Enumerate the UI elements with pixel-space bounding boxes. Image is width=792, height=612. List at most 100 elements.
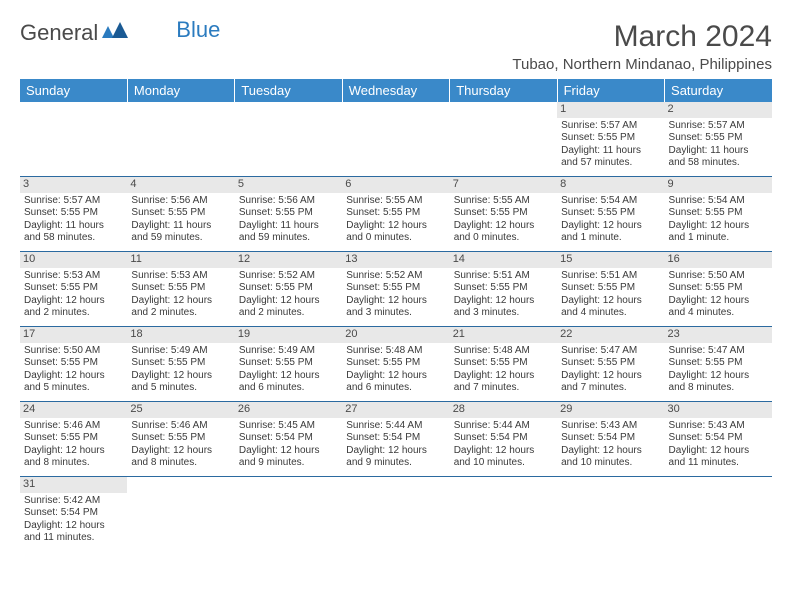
sun-data-line: Sunset: 5:55 PM — [24, 357, 123, 370]
calendar-day-cell: 10Sunrise: 5:53 AMSunset: 5:55 PMDayligh… — [20, 252, 127, 327]
sun-data-line: Sunrise: 5:42 AM — [24, 495, 123, 508]
sun-data-line: Sunset: 5:55 PM — [239, 282, 338, 295]
sun-data-line: Sunset: 5:55 PM — [669, 357, 768, 370]
day-number: 23 — [665, 327, 772, 343]
sun-data-line: Daylight: 11 hours — [239, 220, 338, 233]
day-of-week-header: Thursday — [450, 79, 557, 102]
sun-data-line: Sunset: 5:55 PM — [561, 357, 660, 370]
calendar-day-cell: 13Sunrise: 5:52 AMSunset: 5:55 PMDayligh… — [342, 252, 449, 327]
sun-data-line: Sunrise: 5:51 AM — [454, 270, 553, 283]
calendar-week-row: 1Sunrise: 5:57 AMSunset: 5:55 PMDaylight… — [20, 102, 772, 177]
sun-data-line: and 0 minutes. — [346, 232, 445, 245]
sun-data-line: Sunrise: 5:55 AM — [454, 195, 553, 208]
sun-data-line: Daylight: 12 hours — [131, 445, 230, 458]
calendar-day-cell: 20Sunrise: 5:48 AMSunset: 5:55 PMDayligh… — [342, 327, 449, 402]
calendar-day-cell — [235, 102, 342, 177]
calendar-day-cell — [665, 477, 772, 552]
day-number: 16 — [665, 252, 772, 268]
sun-data-line: Daylight: 12 hours — [239, 295, 338, 308]
sun-data-line: Daylight: 12 hours — [454, 445, 553, 458]
calendar-day-cell: 2Sunrise: 5:57 AMSunset: 5:55 PMDaylight… — [665, 102, 772, 177]
sun-data-line: and 8 minutes. — [131, 457, 230, 470]
sun-data-line: and 58 minutes. — [669, 157, 768, 170]
day-number: 15 — [557, 252, 664, 268]
calendar-day-cell: 18Sunrise: 5:49 AMSunset: 5:55 PMDayligh… — [127, 327, 234, 402]
sun-data-line: Sunrise: 5:56 AM — [131, 195, 230, 208]
calendar-table: SundayMondayTuesdayWednesdayThursdayFrid… — [20, 79, 772, 551]
sun-data-line: and 10 minutes. — [561, 457, 660, 470]
day-number: 10 — [20, 252, 127, 268]
sun-data-line: Daylight: 12 hours — [24, 520, 123, 533]
day-number: 3 — [20, 177, 127, 193]
day-number: 11 — [127, 252, 234, 268]
sun-data-line: Sunset: 5:55 PM — [24, 432, 123, 445]
day-number: 22 — [557, 327, 664, 343]
calendar-day-cell — [127, 102, 234, 177]
calendar-day-cell: 26Sunrise: 5:45 AMSunset: 5:54 PMDayligh… — [235, 402, 342, 477]
sun-data-line: Sunset: 5:55 PM — [669, 282, 768, 295]
calendar-day-cell: 28Sunrise: 5:44 AMSunset: 5:54 PMDayligh… — [450, 402, 557, 477]
sun-data-line: Sunrise: 5:43 AM — [669, 420, 768, 433]
calendar-week-row: 31Sunrise: 5:42 AMSunset: 5:54 PMDayligh… — [20, 477, 772, 552]
calendar-day-cell — [20, 102, 127, 177]
sun-data-line: Daylight: 12 hours — [561, 220, 660, 233]
logo-text-general: General — [20, 20, 98, 46]
sun-data-line: Sunrise: 5:48 AM — [454, 345, 553, 358]
sun-data-line: Daylight: 12 hours — [669, 445, 768, 458]
sun-data-line: and 3 minutes. — [346, 307, 445, 320]
sun-data-line: Daylight: 12 hours — [454, 370, 553, 383]
sun-data-line: Sunset: 5:55 PM — [454, 357, 553, 370]
day-number: 4 — [127, 177, 234, 193]
sun-data-line: Daylight: 12 hours — [239, 445, 338, 458]
day-number: 26 — [235, 402, 342, 418]
day-of-week-header: Monday — [127, 79, 234, 102]
title-block: March 2024 Tubao, Northern Mindanao, Phi… — [512, 20, 772, 73]
sun-data-line: Sunrise: 5:53 AM — [131, 270, 230, 283]
day-number: 18 — [127, 327, 234, 343]
day-of-week-header: Friday — [557, 79, 664, 102]
sun-data-line: Sunrise: 5:54 AM — [669, 195, 768, 208]
sun-data-line: Daylight: 12 hours — [346, 295, 445, 308]
sun-data-line: and 5 minutes. — [131, 382, 230, 395]
sun-data-line: Sunset: 5:55 PM — [131, 432, 230, 445]
sun-data-line: Sunset: 5:55 PM — [24, 282, 123, 295]
sun-data-line: Daylight: 12 hours — [131, 295, 230, 308]
sun-data-line: and 4 minutes. — [561, 307, 660, 320]
calendar-day-cell — [450, 477, 557, 552]
sun-data-line: Sunset: 5:54 PM — [346, 432, 445, 445]
calendar-week-row: 17Sunrise: 5:50 AMSunset: 5:55 PMDayligh… — [20, 327, 772, 402]
sun-data-line: Daylight: 12 hours — [24, 370, 123, 383]
sun-data-line: Sunrise: 5:57 AM — [561, 120, 660, 133]
calendar-day-cell: 6Sunrise: 5:55 AMSunset: 5:55 PMDaylight… — [342, 177, 449, 252]
day-number: 29 — [557, 402, 664, 418]
calendar-day-cell: 9Sunrise: 5:54 AMSunset: 5:55 PMDaylight… — [665, 177, 772, 252]
sun-data-line: and 11 minutes. — [669, 457, 768, 470]
sun-data-line: Daylight: 12 hours — [669, 295, 768, 308]
sun-data-line: Sunrise: 5:46 AM — [24, 420, 123, 433]
day-of-week-header: Wednesday — [342, 79, 449, 102]
sun-data-line: Daylight: 12 hours — [669, 370, 768, 383]
sun-data-line: and 7 minutes. — [454, 382, 553, 395]
sun-data-line: Daylight: 11 hours — [669, 145, 768, 158]
sun-data-line: Sunrise: 5:46 AM — [131, 420, 230, 433]
sun-data-line: and 2 minutes. — [131, 307, 230, 320]
sun-data-line: and 7 minutes. — [561, 382, 660, 395]
day-number: 12 — [235, 252, 342, 268]
sun-data-line: Daylight: 12 hours — [239, 370, 338, 383]
sun-data-line: Sunset: 5:55 PM — [561, 132, 660, 145]
day-number: 31 — [20, 477, 127, 493]
sun-data-line: Sunrise: 5:57 AM — [24, 195, 123, 208]
sun-data-line: Sunset: 5:55 PM — [454, 207, 553, 220]
sun-data-line: Sunset: 5:55 PM — [239, 357, 338, 370]
day-number: 14 — [450, 252, 557, 268]
calendar-day-cell — [235, 477, 342, 552]
calendar-day-cell: 17Sunrise: 5:50 AMSunset: 5:55 PMDayligh… — [20, 327, 127, 402]
sun-data-line: Daylight: 11 hours — [24, 220, 123, 233]
sun-data-line: Sunrise: 5:51 AM — [561, 270, 660, 283]
calendar-week-row: 10Sunrise: 5:53 AMSunset: 5:55 PMDayligh… — [20, 252, 772, 327]
sun-data-line: Sunset: 5:55 PM — [561, 207, 660, 220]
sun-data-line: Sunset: 5:55 PM — [24, 207, 123, 220]
calendar-day-cell: 30Sunrise: 5:43 AMSunset: 5:54 PMDayligh… — [665, 402, 772, 477]
sun-data-line: Sunrise: 5:44 AM — [346, 420, 445, 433]
sun-data-line: Sunrise: 5:50 AM — [669, 270, 768, 283]
